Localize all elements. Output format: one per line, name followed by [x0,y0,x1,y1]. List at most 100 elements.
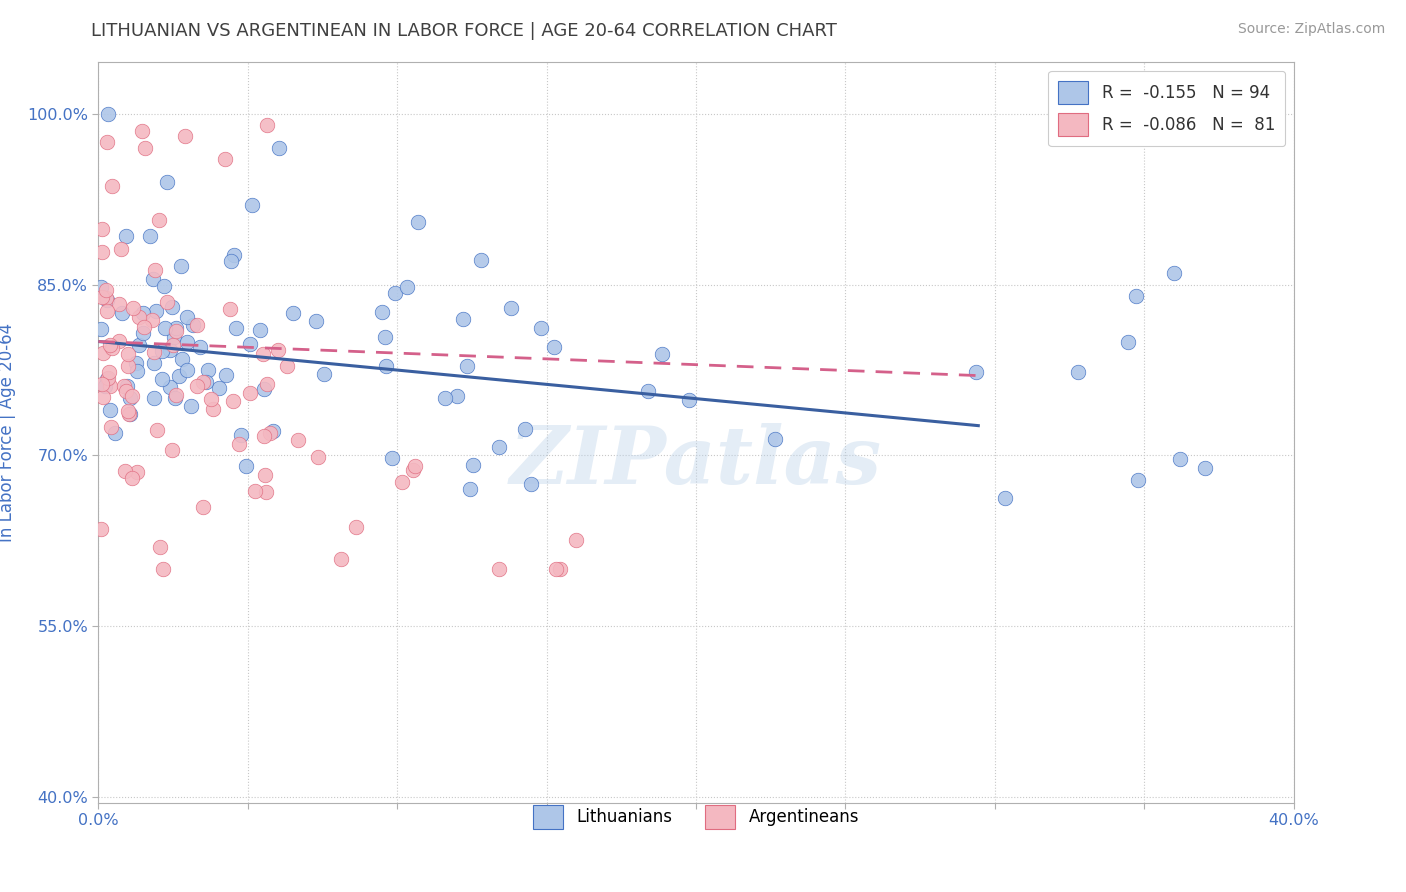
Point [120,407,142,421]
Point [117,404,139,418]
Point [254,484,277,499]
Point [678,392,700,407]
Point [94,283,117,297]
Point [1168,452,1191,467]
Point [194,375,217,389]
Point [108,334,131,349]
Point [513,422,536,436]
Point [110,242,132,256]
Point [143,262,166,277]
Point [180,399,202,413]
Point [312,367,335,381]
Point [446,389,468,403]
Point [91,290,114,304]
Point [228,437,250,451]
Point [155,295,177,310]
Point [215,368,238,382]
Point [165,321,187,335]
Point [156,175,179,189]
Point [1125,289,1147,303]
Point [122,301,145,315]
Point [395,280,418,294]
Point [276,359,298,373]
Point [94,379,117,393]
Point [91,345,114,359]
Point [96,291,118,305]
Point [193,376,215,390]
Point [543,340,565,354]
Point [149,540,172,554]
Point [202,401,225,416]
Point [132,326,155,340]
Point [1128,473,1150,487]
Point [162,338,184,352]
Point [121,389,143,403]
Point [163,392,186,406]
Point [451,312,474,326]
Point [259,425,281,440]
Point [128,338,150,352]
Point [994,491,1017,505]
Point [183,318,205,332]
Point [520,476,543,491]
Point [252,429,274,443]
Point [256,377,278,392]
Point [97,106,120,120]
Point [98,402,121,417]
Point [370,305,392,319]
Point [159,343,181,357]
Point [114,464,136,478]
Point [97,371,120,385]
Point [132,319,155,334]
Point [118,408,141,422]
Point [200,392,222,406]
Point [470,253,492,268]
Point [249,323,271,337]
Point [127,465,149,479]
Point [530,321,553,335]
Text: Source: ZipAtlas.com: Source: ZipAtlas.com [1237,22,1385,37]
Point [170,352,193,367]
Point [253,468,276,483]
Point [1163,266,1185,280]
Point [125,356,148,370]
Point [384,286,406,301]
Point [170,259,193,273]
Point [176,334,198,349]
Point [112,379,135,393]
Point [219,254,242,268]
Point [637,384,659,399]
Point [142,272,165,286]
Point [146,423,169,437]
Point [188,340,211,354]
Point [91,222,114,236]
Point [404,458,426,473]
Point [96,135,118,149]
Point [118,391,141,405]
Point [197,363,219,377]
Point [281,306,304,320]
Point [346,520,368,534]
Point [402,462,425,476]
Point [374,359,396,373]
Point [191,500,214,514]
Point [91,376,114,391]
Point [121,470,143,484]
Point [1116,335,1139,350]
Point [391,475,413,489]
Point [115,378,138,392]
Point [145,304,167,318]
Point [173,129,195,144]
Point [153,321,176,335]
Point [208,381,231,395]
Point [96,293,118,307]
Point [141,313,163,327]
Point [98,379,121,393]
Point [239,336,262,351]
Point [131,124,153,138]
Point [565,533,588,547]
Point [488,440,510,454]
Point [100,338,122,352]
Point [96,372,118,386]
Point [307,450,329,465]
